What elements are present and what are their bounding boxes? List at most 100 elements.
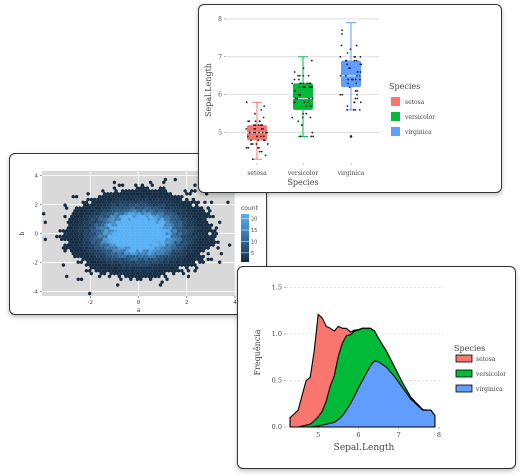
- hexbin-cell: [137, 223, 141, 228]
- hexbin-cell: [152, 214, 156, 219]
- hexbin-cell: [112, 220, 117, 225]
- hexbin-cells: [42, 177, 232, 296]
- hexbin-cell: [130, 223, 135, 228]
- hexbin-cell: [150, 228, 154, 233]
- hexbin-cell: [147, 194, 151, 199]
- hexbin-cell: [116, 226, 120, 230]
- hexbin-cell: [58, 234, 62, 239]
- hexbin-x-tick-label: 2: [185, 300, 189, 306]
- hexbin-cell: [76, 254, 80, 259]
- hexbin-cell: [132, 260, 136, 265]
- hexbin-cell: [104, 200, 108, 205]
- hexbin-cell: [137, 268, 141, 273]
- hexbin-cell: [145, 248, 149, 253]
- hexbin-cell: [127, 257, 131, 262]
- boxplot-box: [341, 60, 361, 88]
- hexbin-cell: [167, 217, 171, 222]
- hexbin-cell: [170, 257, 174, 262]
- hexbin-cell: [135, 243, 140, 247]
- boxplot-y-tick-label: 5: [218, 130, 222, 137]
- hexbin-cell: [68, 228, 72, 233]
- density-legend-swatch: [455, 384, 473, 393]
- hexbin-cell: [124, 246, 128, 250]
- boxplot-point: [297, 120, 300, 123]
- hexbin-cell: [153, 240, 158, 245]
- hexbin-cell: [84, 217, 89, 222]
- hexbin-cell: [148, 248, 153, 253]
- hexbin-cell: [99, 248, 103, 253]
- hexbin-cell: [114, 211, 118, 216]
- hexbin-cell: [188, 248, 192, 253]
- hexbin-cell: [147, 200, 151, 205]
- hexbin-cell: [101, 228, 105, 233]
- hexbin-cell: [134, 206, 138, 210]
- hexbin-cell: [71, 228, 75, 233]
- hexbin-cell: [213, 240, 217, 245]
- hexbin-cell: [190, 211, 194, 216]
- hexbin-cell: [78, 211, 82, 216]
- hexbin-cell: [43, 220, 47, 225]
- hexbin-cell: [139, 220, 143, 225]
- hexbin-cell: [101, 234, 105, 239]
- hexbin-cell: [193, 217, 197, 222]
- boxplot-point: [359, 78, 361, 81]
- hexbin-cell: [81, 200, 85, 205]
- boxplot-legend-swatch: [391, 112, 400, 121]
- hexbin-cell: [191, 209, 196, 213]
- hexbin-cell: [73, 243, 77, 247]
- hexbin-cell: [129, 220, 133, 225]
- hexbin-cell: [117, 263, 121, 267]
- hexbin-cell: [114, 268, 118, 273]
- hexbin-cell: [137, 274, 141, 279]
- hexbin-cell: [107, 268, 112, 273]
- hexbin-cell: [96, 203, 100, 208]
- hexbin-cell: [167, 263, 171, 267]
- hexbin-cell: [99, 254, 103, 259]
- hexbin-cell: [163, 251, 168, 256]
- boxplot-point: [296, 97, 299, 100]
- hexbin-cell: [148, 180, 153, 185]
- hexbin-cell: [83, 209, 87, 213]
- hexbin-cell: [119, 226, 123, 230]
- hexbin-cell: [130, 240, 135, 245]
- hexbin-cell: [91, 251, 95, 256]
- hexbin-cell: [74, 228, 79, 233]
- hexbin-cell: [129, 231, 133, 236]
- hexbin-cell: [168, 214, 172, 219]
- hexbin-cell: [71, 251, 75, 256]
- hexbin-cell: [112, 191, 117, 196]
- hexbin-cell: [145, 231, 149, 236]
- hexbin-cell: [173, 263, 177, 267]
- density-chart: 0.0 0.5 1.0 1.5 5 6 7 8 Sepal.Length Frequênci…: [253, 283, 506, 453]
- hexbin-cell: [127, 206, 131, 210]
- density-legend-label: versicolor: [475, 371, 506, 378]
- hexbin-cell: [130, 274, 135, 279]
- hexbin-cell: [132, 220, 136, 225]
- hexbin-cell: [43, 237, 47, 242]
- density-chart-panel: 0.0 0.5 1.0 1.5 5 6 7 8 Sepal.Length Frequênci…: [237, 266, 516, 469]
- hexbin-cell: [71, 194, 75, 199]
- hexbin-cell: [65, 228, 69, 233]
- boxplot-point: [291, 116, 294, 119]
- hexbin-cell: [102, 254, 107, 259]
- hexbin-cell: [150, 206, 154, 210]
- hexbin-cell: [119, 243, 123, 247]
- hexbin-cell: [74, 251, 79, 256]
- hexbin-cell: [153, 217, 158, 222]
- hexbin-cell: [97, 206, 102, 210]
- hexbin-cell: [147, 251, 151, 256]
- hexbin-cell: [135, 186, 140, 190]
- hexbin-cell: [68, 217, 72, 222]
- hexbin-cell: [175, 260, 179, 265]
- hexbin-cell: [153, 194, 158, 199]
- boxplot-point: [302, 74, 305, 77]
- hexbin-cell: [139, 209, 143, 213]
- hexbin-cell: [114, 246, 118, 250]
- hexbin-cell: [199, 240, 204, 245]
- hexbin-cell: [173, 257, 177, 262]
- hexbin-cell: [68, 240, 72, 245]
- hexbin-cell: [127, 263, 131, 267]
- hexbin-cell: [104, 211, 108, 216]
- boxplot-point: [254, 131, 257, 134]
- hexbin-cell: [158, 186, 163, 190]
